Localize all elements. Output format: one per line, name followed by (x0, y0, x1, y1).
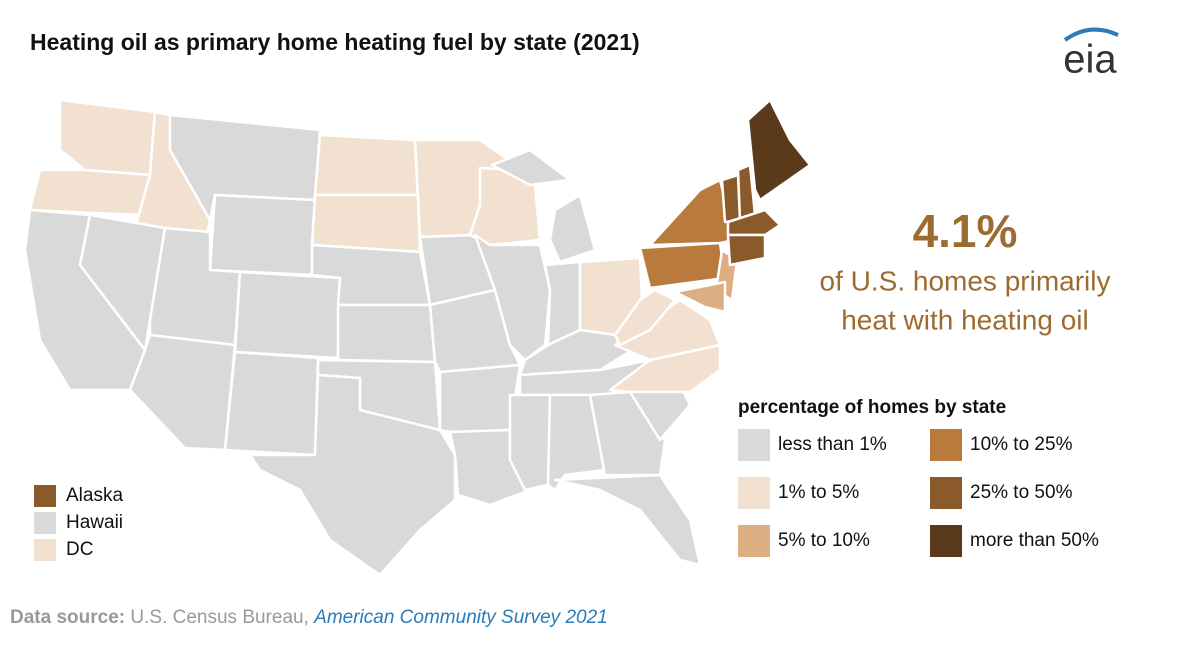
state (208, 193, 317, 277)
inset-label: Alaska (66, 485, 123, 506)
source: Data source: U.S. Census Bureau, America… (10, 607, 608, 628)
state (223, 350, 320, 457)
legend-swatch (738, 525, 770, 557)
state (613, 288, 677, 347)
inset-swatch (34, 539, 56, 561)
state (490, 148, 572, 187)
inset-label: Hawaii (66, 512, 123, 533)
legend-swatch (738, 477, 770, 509)
legend-label: 10% to 25% (970, 434, 1073, 455)
state (553, 473, 702, 567)
inset-legend: Alaska Hawaii DC (34, 485, 123, 561)
state (28, 168, 152, 217)
source-dataset: American Community Survey 2021 (313, 607, 608, 628)
state (548, 193, 597, 264)
inset-swatch (34, 485, 56, 507)
state (313, 133, 420, 197)
state (438, 363, 522, 434)
us-map (23, 98, 812, 577)
state (233, 270, 342, 360)
state (673, 280, 727, 314)
legend-label: 5% to 10% (778, 530, 870, 551)
inset-swatch (34, 512, 56, 534)
state (58, 98, 157, 177)
state (336, 303, 437, 364)
title: Heating oil as primary home heating fuel… (30, 29, 640, 55)
inset-label: DC (66, 539, 93, 560)
legend: less than 1% 1% to 5% 5% to 10% 10% to 25% 2… (738, 429, 1099, 557)
state (746, 98, 812, 202)
legend-title: percentage of homes by state (738, 397, 1006, 418)
callout-line: heat with heating oil (841, 304, 1089, 335)
legend-label: 1% to 5% (778, 482, 859, 503)
state (310, 193, 422, 254)
state (128, 333, 237, 452)
state (726, 208, 782, 237)
legend-swatch (930, 477, 962, 509)
state (248, 373, 457, 577)
callout-headline: 4.1% (913, 205, 1018, 257)
legend-label: more than 50% (970, 530, 1099, 551)
logo-swoosh (1063, 27, 1119, 42)
logo: eia (1063, 38, 1117, 82)
legend-swatch (930, 429, 962, 461)
source-prefix: Data source: (10, 607, 125, 628)
legend-label: less than 1% (778, 434, 887, 455)
legend-swatch (738, 429, 770, 461)
legend-label: 25% to 50% (970, 482, 1073, 503)
source-publisher: U.S. Census Bureau, (130, 607, 308, 628)
legend-swatch (930, 525, 962, 557)
state (78, 213, 167, 352)
callout-line: of U.S. homes primarily (820, 265, 1111, 296)
state (726, 233, 767, 267)
state (638, 241, 727, 290)
